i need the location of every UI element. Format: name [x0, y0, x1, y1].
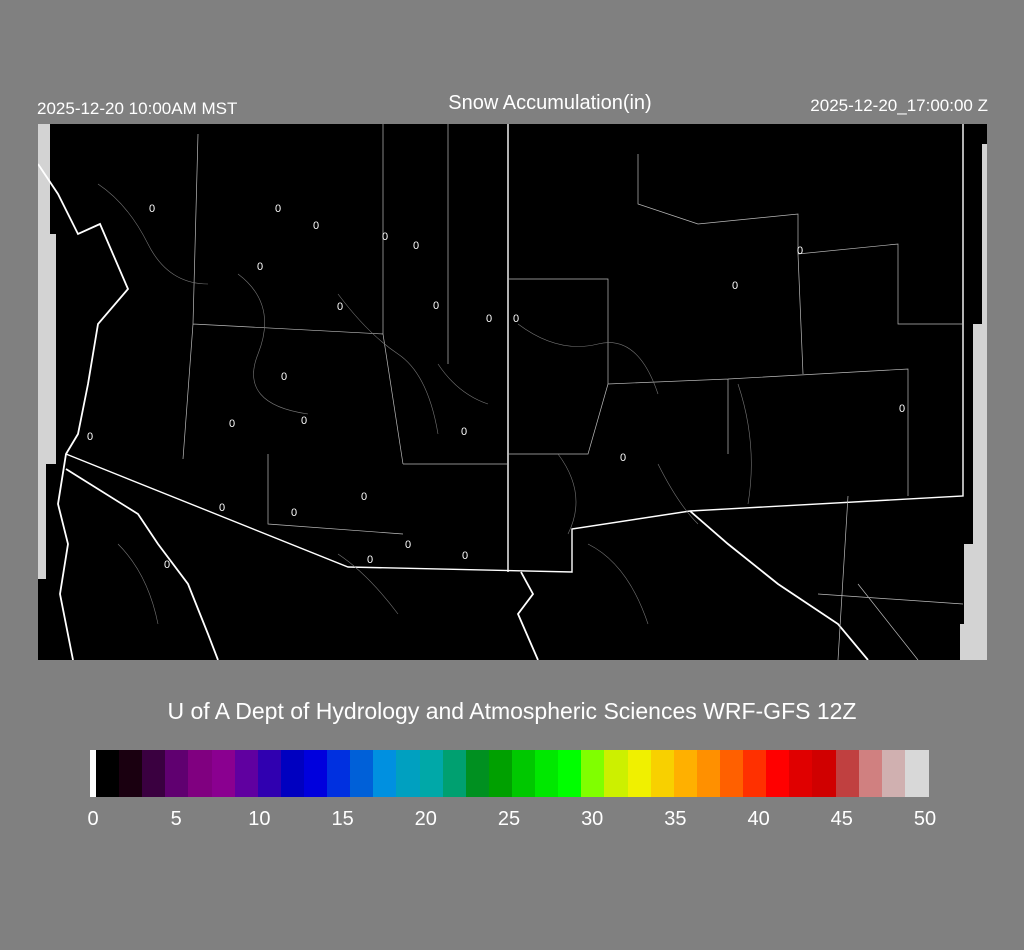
colorbar-tick-label: 0 — [87, 808, 99, 830]
colorbar-segment — [696, 750, 721, 797]
colorbar-segment — [442, 750, 467, 797]
point-label: 0 — [361, 491, 367, 503]
colorbar-segment — [720, 750, 744, 797]
colorbar-ticks: 0 5 10 15 20 25 30 35 40 45 50 — [87, 808, 936, 834]
point-label: 0 — [164, 559, 170, 571]
point-labels: 0 0 0 0 0 0 0 0 0 0 0 0 0 0 0 0 0 0 0 0 0 0 0 0 0 0 — [87, 203, 905, 571]
local-timestamp: 2025-12-20 10:00AM MST — [37, 99, 238, 118]
colorbar-segment — [673, 750, 698, 797]
colorbar-tick-label: 20 — [414, 808, 437, 830]
colorbar-segment — [304, 750, 328, 797]
point-label: 0 — [257, 261, 263, 273]
point-label: 0 — [229, 418, 235, 430]
colorbar-tick-label: 5 — [170, 808, 182, 830]
colorbar-segment — [535, 750, 559, 797]
colorbar-segment — [90, 750, 97, 797]
map-title: Snow Accumulation(in) — [448, 92, 652, 114]
map-background — [38, 124, 987, 660]
point-label: 0 — [462, 550, 468, 562]
colorbar-segment — [465, 750, 490, 797]
colorbar-segment — [558, 750, 582, 797]
colorbar-segment — [581, 750, 606, 797]
point-label: 0 — [219, 502, 225, 514]
colorbar-segment — [512, 750, 536, 797]
point-label: 0 — [732, 280, 738, 292]
colorbar-segment — [350, 750, 374, 797]
point-label: 0 — [797, 245, 803, 257]
point-label: 0 — [486, 313, 492, 325]
point-label: 0 — [899, 403, 905, 415]
colorbar-segment — [211, 750, 236, 797]
credit-text: U of A Dept of Hydrology and Atmospheric… — [167, 698, 857, 724]
colorbar-segment — [627, 750, 652, 797]
colorbar-segment — [766, 750, 790, 797]
colorbar-segment — [858, 750, 883, 797]
point-label: 0 — [367, 554, 373, 566]
colorbar-tick-label: 45 — [830, 808, 853, 830]
colorbar-segment — [488, 750, 513, 797]
colorbar-tick-label: 35 — [664, 808, 687, 830]
snow-accumulation-map: 0 0 0 0 0 0 0 0 0 0 0 0 0 0 0 0 0 0 0 0 0 0 0 0 0 0 — [38, 124, 987, 660]
colorbar-segment — [165, 750, 190, 797]
coastline — [38, 163, 130, 660]
point-label: 0 — [149, 203, 155, 215]
gulf-coast — [516, 510, 869, 660]
colorbar-segment — [835, 750, 860, 797]
point-label: 0 — [337, 301, 343, 313]
point-label: 0 — [291, 507, 297, 519]
colorbar-segment — [257, 750, 282, 797]
point-label: 0 — [513, 313, 519, 325]
colorbar-tick-label: 30 — [581, 808, 604, 830]
colorbar-segment — [119, 750, 143, 797]
colorbar-tick-label: 50 — [913, 808, 937, 830]
colorbar-segment — [327, 750, 351, 797]
colorbar-segment — [650, 750, 675, 797]
colorbar-segment — [419, 750, 444, 797]
nodata-right — [960, 144, 987, 660]
point-label: 0 — [281, 371, 287, 383]
point-label: 0 — [461, 426, 467, 438]
colorbar-segment — [373, 750, 398, 797]
point-label: 0 — [433, 300, 439, 312]
colorbar-tick-label: 15 — [331, 808, 354, 830]
colorbar-tick-label: 25 — [497, 808, 521, 830]
point-label: 0 — [620, 452, 626, 464]
colorbar-segment — [142, 750, 166, 797]
point-label: 0 — [301, 415, 307, 427]
colorbar-segment — [812, 750, 837, 797]
colorbar-segment — [96, 750, 120, 797]
point-label: 0 — [382, 231, 388, 243]
colorbar-segment — [280, 750, 305, 797]
point-label: 0 — [413, 240, 419, 252]
colorbar-segment — [881, 750, 906, 797]
point-label: 0 — [313, 220, 319, 232]
point-label: 0 — [275, 203, 281, 215]
baja-coast — [65, 468, 219, 660]
colorbar-segment — [396, 750, 421, 797]
colorbar-segment — [188, 750, 213, 797]
az-southern-border — [65, 453, 691, 573]
colorbar-segment — [604, 750, 629, 797]
nm-tx-border — [689, 124, 964, 512]
county-lines — [182, 124, 964, 660]
nodata-left — [38, 124, 56, 579]
borders — [38, 124, 964, 660]
colorbar-tick-label: 10 — [248, 808, 271, 830]
contours — [97, 183, 752, 625]
colorbar-tick-label: 40 — [747, 808, 770, 830]
colorbar-segment — [789, 750, 814, 797]
point-label: 0 — [405, 539, 411, 551]
utc-timestamp: 2025-12-20_17:00:00 Z — [810, 96, 988, 115]
colorbar-segment — [743, 750, 767, 797]
colorbar — [90, 750, 929, 797]
colorbar-segment — [904, 750, 929, 797]
point-label: 0 — [87, 431, 93, 443]
colorbar-segment — [234, 750, 259, 797]
